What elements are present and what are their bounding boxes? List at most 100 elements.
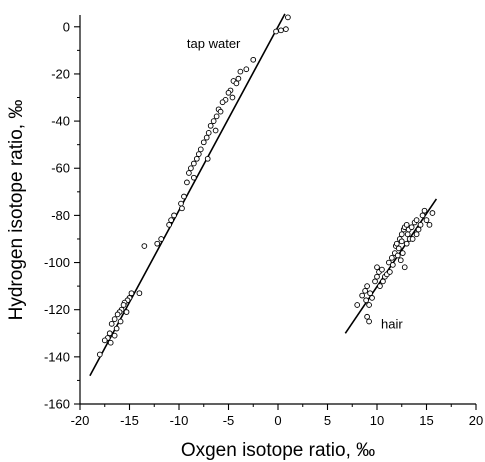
data-point [111,316,118,322]
data-point [366,318,372,325]
x-tick-label: -5 [223,413,235,428]
y-tick-label: -100 [44,255,70,270]
data-point [108,320,115,327]
data-point [191,160,197,167]
data-point [369,295,375,301]
data-point [377,283,383,289]
plot-frame [79,15,476,405]
data-point [387,269,393,275]
data-point [166,221,172,228]
data-point [128,290,135,297]
data-point [225,89,232,96]
data-point [200,139,207,146]
data-point [362,287,368,294]
data-point [398,238,405,245]
data-point [395,245,402,252]
data-point [171,212,177,219]
data-point [413,231,420,238]
data-point [417,221,424,228]
data-point [243,66,250,73]
data-point [380,278,386,285]
x-tick-label: 0 [274,413,281,428]
data-point [401,264,408,271]
data-point [285,14,291,21]
data-point [278,27,284,34]
data-point [207,122,214,129]
chart-annotations: tap water hair [187,36,403,332]
y-tick-label: -160 [44,397,70,412]
data-point [364,313,370,320]
data-point [178,200,184,207]
data-point [229,94,236,101]
data-point [235,75,242,82]
data-point [219,99,226,106]
data-point [101,337,108,344]
data-point [283,26,289,32]
data-point [107,339,114,346]
data-point [399,250,406,256]
data-point [123,309,130,315]
x-tick-label: 10 [370,413,384,428]
data-point [404,231,411,238]
data-point [181,193,187,200]
x-tick-label: 20 [469,413,483,428]
data-point [423,217,430,223]
data-point [184,179,190,186]
x-tick-label: 15 [419,413,433,428]
axis-tick-labels: -20 -15 -10 -5 0 5 10 15 20 0 -20 -40 -60 -80 -100 -120… [44,19,483,428]
y-tick-label: -40 [51,114,70,129]
annotation-label: tap water [187,36,241,51]
data-point [419,212,426,219]
data-point [421,207,428,214]
data-point [403,240,410,247]
data-point [372,278,378,285]
data-point [213,113,220,120]
y-axis-title: Hydrogen isotope ratio, ‰ [6,100,27,321]
data-point [397,257,404,264]
data-point [154,240,161,247]
y-tick-label: -60 [51,161,70,176]
regression-line [89,13,286,377]
data-point [203,134,210,141]
data-point [367,290,373,297]
data-point [212,127,219,134]
data-point [233,80,240,87]
data-point [415,226,422,233]
data-point [354,302,361,308]
data-point [359,292,366,299]
data-point [364,283,370,289]
data-point [186,170,192,176]
data-point [237,68,244,75]
data-point [210,118,217,124]
data-point [193,155,200,162]
data-point [250,56,257,63]
data-points [96,14,436,358]
data-point [113,325,120,332]
data-point [217,108,224,115]
data-point [96,351,103,358]
y-tick-label: -120 [44,302,70,317]
data-point [409,236,416,242]
axis-ticks [74,26,477,410]
data-point [136,290,143,297]
data-point [413,217,420,223]
data-point [429,210,436,216]
data-point [379,266,385,273]
data-point [408,224,415,231]
data-point [389,254,395,261]
data-point [374,264,380,271]
data-point [393,240,400,247]
data-point [114,311,121,318]
data-point [205,130,212,136]
x-tick-label: -20 [71,413,90,428]
x-tick-label: -15 [120,413,139,428]
x-axis-title: Oxgen isotope ratio, ‰ [181,440,375,461]
data-point [168,217,174,223]
y-tick-label: -20 [51,66,70,81]
data-point [389,262,396,268]
data-point [204,155,211,162]
data-point [120,302,127,308]
data-point [426,221,433,228]
data-point [398,231,405,238]
